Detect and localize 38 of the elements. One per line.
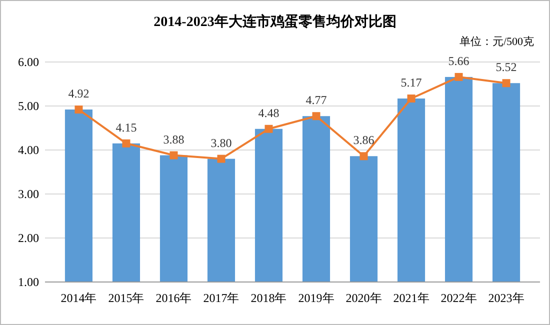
point	[122, 139, 130, 148]
point	[502, 79, 510, 88]
data-label: 4.92	[68, 86, 90, 101]
point	[312, 112, 320, 120]
point	[217, 154, 226, 163]
data-label: 5.17	[400, 76, 422, 90]
data-label: 5.66	[448, 54, 470, 68]
data-label: 4.15	[116, 120, 137, 134]
x-tick-label: 2023年	[488, 291, 524, 305]
x-tick-label: 2022年	[440, 291, 477, 305]
y-tick-label: 6.00	[18, 55, 39, 69]
data-label: 4.77	[306, 93, 327, 108]
x-tick-label: 2016年	[156, 291, 192, 305]
x-tick-label: 2020年	[346, 291, 382, 305]
point	[264, 124, 273, 133]
x-tick-label: 2017年	[203, 291, 240, 305]
data-label: 4.48	[258, 106, 280, 120]
point	[74, 106, 83, 114]
y-tick-label: 3.00	[18, 187, 39, 201]
point	[454, 72, 463, 81]
data-label: 3.88	[163, 132, 184, 146]
x-tick-label: 2021年	[393, 291, 430, 305]
x-tick-label: 2018年	[250, 291, 287, 305]
point	[407, 94, 416, 103]
data-label: 3.86	[353, 133, 374, 148]
x-tick-label: 2014年	[60, 291, 97, 305]
x-tick-label: 2019年	[298, 291, 334, 305]
data-label: 5.52	[496, 60, 517, 74]
point	[170, 151, 178, 160]
data-label: 3.80	[210, 136, 232, 150]
y-tick-label: 2.00	[18, 231, 39, 245]
text: 单位：元/500克	[459, 35, 534, 48]
x-tick-label: 2015年	[108, 291, 144, 305]
y-tick-label: 4.00	[18, 143, 39, 157]
point	[360, 152, 368, 160]
y-tick-label: 1.00	[18, 275, 39, 289]
y-tick-label: 5.00	[18, 99, 39, 113]
chart-title: 2014-2023年大连市鸡蛋零售均价对比图	[154, 13, 396, 30]
